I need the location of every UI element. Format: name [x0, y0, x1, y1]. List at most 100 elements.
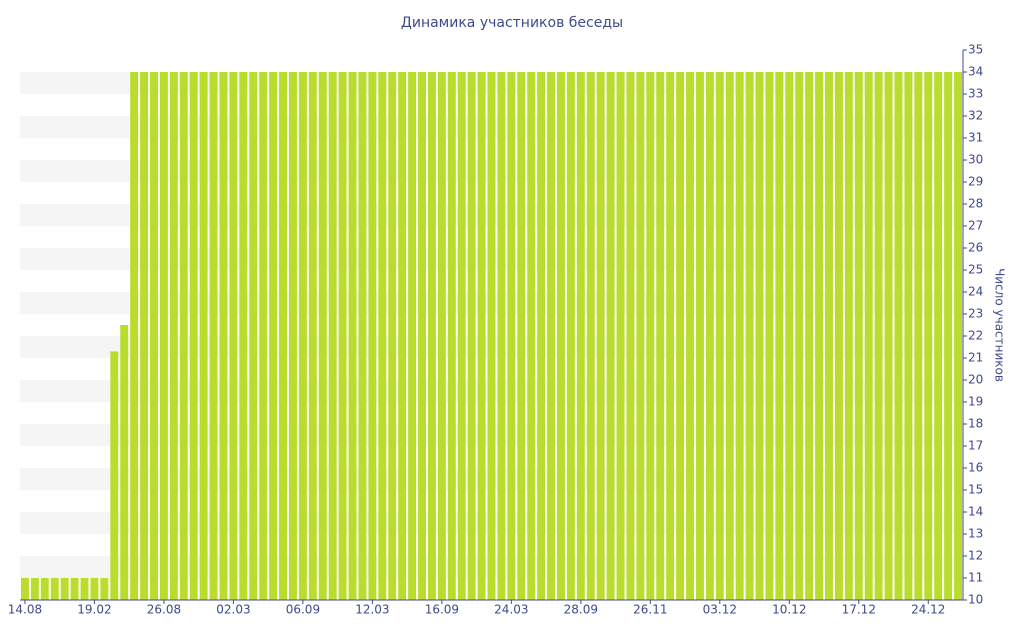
- bar: [656, 72, 665, 600]
- bar: [825, 72, 833, 600]
- bar: [179, 72, 188, 600]
- x-tick-label: 02.03: [216, 603, 250, 617]
- x-tick-label: 17.12: [842, 603, 876, 617]
- bar: [676, 72, 685, 600]
- bar: [626, 72, 635, 600]
- x-tick-label: 19.02: [77, 603, 111, 617]
- bar: [70, 578, 79, 600]
- bar: [745, 72, 754, 600]
- x-tick-label: 28.09: [564, 603, 598, 617]
- bar: [40, 578, 49, 600]
- bar: [795, 72, 804, 600]
- bar: [447, 72, 456, 600]
- bar: [914, 72, 923, 600]
- bar: [249, 72, 258, 600]
- bar: [328, 72, 337, 600]
- y-tick-label: 24: [968, 285, 983, 299]
- bar: [497, 72, 506, 600]
- bar: [894, 72, 903, 600]
- x-tick-label: 03.12: [703, 603, 737, 617]
- bar: [437, 72, 446, 600]
- y-tick-label: 32: [968, 109, 983, 123]
- x-tick-label: 24.03: [494, 603, 528, 617]
- bar: [239, 72, 248, 600]
- bar: [358, 72, 367, 600]
- bar: [815, 72, 824, 600]
- bar: [60, 578, 69, 600]
- bar: [924, 72, 933, 600]
- bar: [606, 72, 615, 600]
- bar: [289, 72, 297, 600]
- y-tick-label: 18: [968, 417, 983, 431]
- bar: [219, 72, 228, 600]
- y-tick-label: 23: [968, 307, 983, 321]
- bar: [874, 72, 883, 600]
- bar: [100, 578, 109, 600]
- y-tick-label: 19: [968, 395, 983, 409]
- bar: [259, 72, 268, 600]
- y-tick-label: 16: [968, 461, 983, 475]
- bar: [279, 72, 288, 600]
- bar: [199, 72, 208, 600]
- bar: [596, 72, 605, 600]
- bar: [755, 72, 764, 600]
- bar: [159, 72, 168, 600]
- bar: [517, 72, 526, 600]
- bar: [725, 72, 734, 600]
- y-tick-label: 28: [968, 197, 983, 211]
- bar: [904, 72, 913, 600]
- bar: [169, 72, 178, 600]
- bar: [130, 72, 139, 600]
- bar: [666, 72, 675, 600]
- bar: [527, 72, 536, 600]
- bar: [209, 72, 218, 600]
- bar: [854, 72, 863, 600]
- y-tick-label: 33: [968, 87, 983, 101]
- x-tick-label: 26.08: [147, 603, 181, 617]
- bar: [378, 72, 387, 600]
- bar: [318, 72, 327, 600]
- x-tick-label: 12.03: [355, 603, 389, 617]
- y-tick-label: 14: [968, 505, 983, 519]
- bar: [557, 72, 565, 600]
- y-tick-label: 29: [968, 175, 983, 189]
- y-tick-label: 21: [968, 351, 983, 365]
- bar: [467, 72, 476, 600]
- bar: [616, 72, 625, 600]
- bar: [269, 72, 278, 600]
- bar: [884, 72, 893, 600]
- bar: [686, 72, 694, 600]
- bar: [566, 72, 575, 600]
- bar: [50, 578, 59, 600]
- bar: [507, 72, 516, 600]
- bar: [427, 72, 436, 600]
- bar: [695, 72, 704, 600]
- y-tick-label: 35: [968, 43, 983, 57]
- y-tick-label: 34: [968, 65, 983, 79]
- bar: [80, 578, 89, 600]
- bar: [457, 72, 466, 600]
- bar: [298, 72, 307, 600]
- bar: [487, 72, 496, 600]
- bar: [954, 72, 963, 600]
- bar: [120, 325, 129, 600]
- bar: [368, 72, 377, 600]
- bar: [765, 72, 774, 600]
- bar: [934, 72, 943, 600]
- bar: [110, 351, 119, 600]
- bar: [537, 72, 546, 600]
- bar: [944, 72, 953, 600]
- bar: [805, 72, 814, 600]
- chart-title: Динамика участников беседы: [401, 15, 623, 31]
- y-tick-label: 15: [968, 483, 983, 497]
- y-axis-label: Число участников: [993, 268, 1007, 382]
- bar: [576, 72, 585, 600]
- x-tick-label: 26.11: [633, 603, 667, 617]
- bar: [90, 578, 99, 600]
- bar: [308, 72, 317, 600]
- bar: [338, 72, 347, 600]
- y-tick-label: 12: [968, 549, 983, 563]
- bar: [844, 72, 853, 600]
- x-tick-label: 16.09: [425, 603, 459, 617]
